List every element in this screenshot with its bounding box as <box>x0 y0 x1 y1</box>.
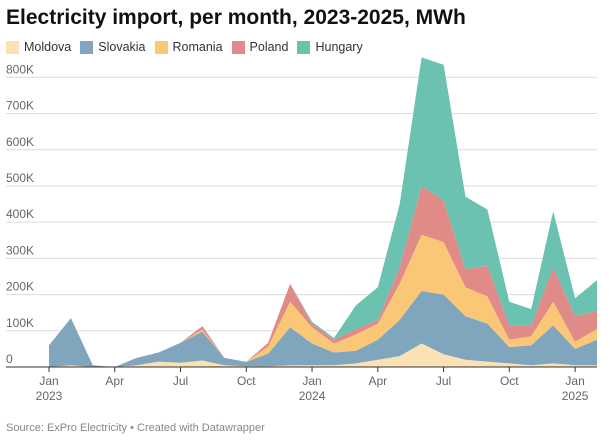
x-tick-year-label: 2023 <box>36 389 63 403</box>
x-tick-label: Jan <box>39 374 58 388</box>
x-tick-label: Jul <box>436 374 451 388</box>
legend-swatch-moldova <box>6 40 19 54</box>
x-tick-label: Jan <box>302 374 321 388</box>
x-tick-label: Apr <box>105 374 124 388</box>
area-poland <box>49 186 597 367</box>
y-tick-label: 600K <box>6 135 34 149</box>
legend-label-moldova: Moldova <box>24 40 72 54</box>
chart-title: Electricity import, per month, 2023-2025… <box>6 6 466 29</box>
x-tick-label: Apr <box>368 374 387 388</box>
area-romania <box>49 234 597 367</box>
legend: Moldova Slovakia Romania Poland Hungary <box>6 40 372 54</box>
y-tick-label: 800K <box>6 62 34 76</box>
legend-label-romania: Romania <box>172 40 223 54</box>
legend-item-poland: Poland <box>231 40 289 54</box>
legend-item-moldova: Moldova <box>6 40 71 54</box>
legend-swatch-romania <box>154 40 168 54</box>
x-tick-label: Oct <box>500 374 519 388</box>
x-tick-label: Oct <box>237 374 256 388</box>
x-tick-year-label: 2025 <box>562 389 589 403</box>
area-hungary <box>49 57 597 368</box>
legend-swatch-hungary <box>297 40 311 54</box>
x-tick-year-label: 2024 <box>299 389 326 403</box>
legend-item-hungary: Hungary <box>297 40 363 54</box>
legend-swatch-slovakia <box>80 40 94 54</box>
legend-label-poland: Poland <box>249 40 289 54</box>
y-tick-label: 300K <box>6 243 34 257</box>
area-moldova <box>49 343 597 367</box>
y-tick-label: 200K <box>6 280 34 294</box>
x-tick-label: Jan <box>565 374 584 388</box>
y-tick-label: 500K <box>6 171 34 185</box>
y-tick-label: 700K <box>6 99 34 113</box>
y-tick-label: 0 <box>6 352 13 366</box>
area-slovakia <box>49 291 597 367</box>
legend-item-slovakia: Slovakia <box>80 40 146 54</box>
legend-label-slovakia: Slovakia <box>98 40 146 54</box>
x-tick-label: Jul <box>173 374 188 388</box>
y-tick-label: 100K <box>6 316 34 330</box>
y-tick-label: 400K <box>6 207 34 221</box>
legend-item-romania: Romania <box>154 40 223 54</box>
source-footer: Source: ExPro Electricity • Created with… <box>6 422 265 434</box>
legend-swatch-poland <box>231 40 245 54</box>
legend-label-hungary: Hungary <box>315 40 363 54</box>
